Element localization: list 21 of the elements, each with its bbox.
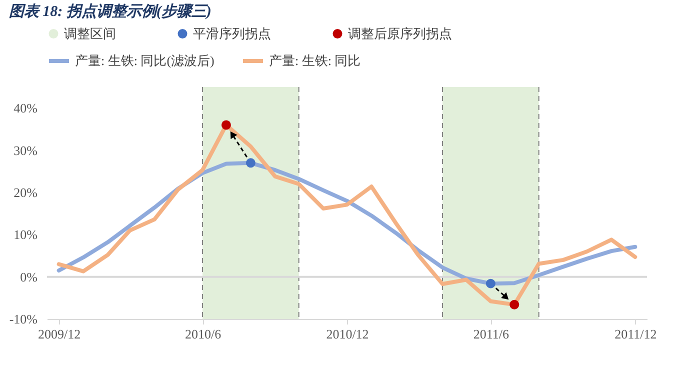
point — [486, 278, 496, 288]
legend-label: 调整区间 — [64, 26, 116, 41]
y-tick-label: 30% — [14, 142, 38, 158]
y-tick-label: 10% — [14, 227, 38, 242]
y-tick-label: 0% — [20, 269, 38, 284]
y-tick-label: 40% — [14, 100, 38, 116]
y-tick-label: -10% — [9, 312, 38, 326]
y-tick-label: 20% — [14, 184, 38, 200]
x-tick-label: 2009/12 — [38, 326, 81, 342]
x-tick-label: 2010/12 — [326, 326, 369, 342]
legend-label: 平滑序列拐点 — [193, 26, 271, 41]
legend-label: 调整后原序列拐点 — [348, 26, 452, 41]
legend-label: 产量: 生铁: 同比 — [269, 53, 361, 68]
point — [246, 158, 256, 168]
point — [221, 120, 231, 130]
x-tick-label: 2010/6 — [184, 326, 222, 342]
legend-label: 产量: 生铁: 同比(滤波后) — [75, 53, 214, 68]
x-tick-label: 2011/6 — [473, 326, 510, 342]
point — [510, 300, 520, 310]
x-tick-label: 2011/12 — [614, 326, 657, 342]
chart-title: 图表 18: 拐点调整示例(步骤三) — [8, 3, 212, 20]
